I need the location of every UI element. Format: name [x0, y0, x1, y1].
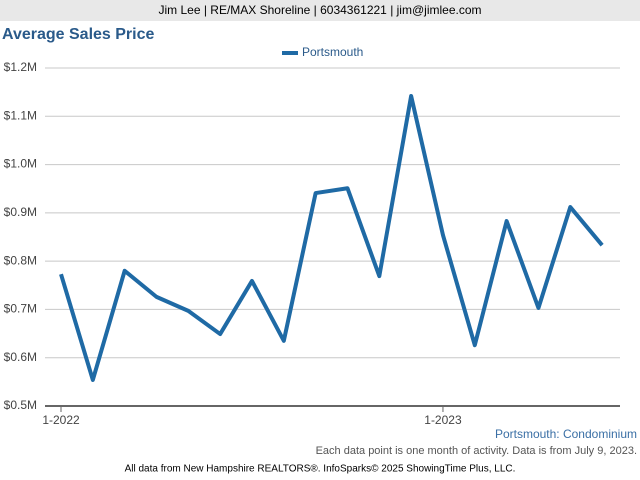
y-tick-label: $0.6M — [4, 350, 37, 364]
chart-title: Average Sales Price — [2, 26, 155, 43]
caption: Portsmouth: Condominium — [495, 427, 637, 441]
note: Each data point is one month of activity… — [316, 445, 637, 457]
y-tick-label: $0.8M — [4, 253, 37, 267]
series-line — [59, 94, 604, 382]
credit: All data from New Hampshire REALTORS®. I… — [125, 464, 516, 475]
y-tick-label: $0.5M — [4, 398, 37, 412]
x-tick-label: 1-2022 — [42, 413, 80, 427]
y-tick-label: $0.7M — [4, 302, 37, 316]
x-tick-label: 1-2023 — [424, 413, 462, 427]
y-tick-label: $1.1M — [4, 108, 37, 122]
y-tick-label: $1.2M — [4, 60, 37, 74]
header-bar — [0, 0, 640, 21]
legend-label: Portsmouth — [302, 45, 363, 59]
header-text: Jim Lee | RE/MAX Shoreline | 6034361221 … — [158, 3, 481, 17]
y-tick-label: $1.0M — [4, 157, 37, 171]
y-tick-label: $0.9M — [4, 205, 37, 219]
